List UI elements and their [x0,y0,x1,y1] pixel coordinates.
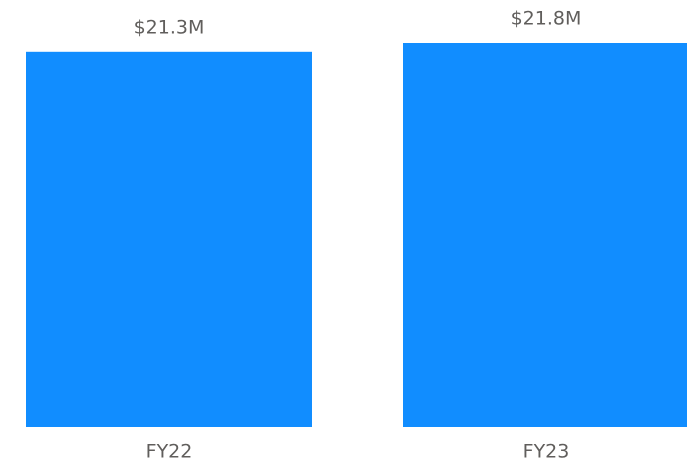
data-label: $21.3M [134,16,205,38]
data-label: $21.8M [511,8,582,30]
bar [403,43,687,427]
x-tick-label: FY23 [523,441,570,463]
x-tick-label: FY22 [146,441,193,463]
bar [26,51,312,427]
